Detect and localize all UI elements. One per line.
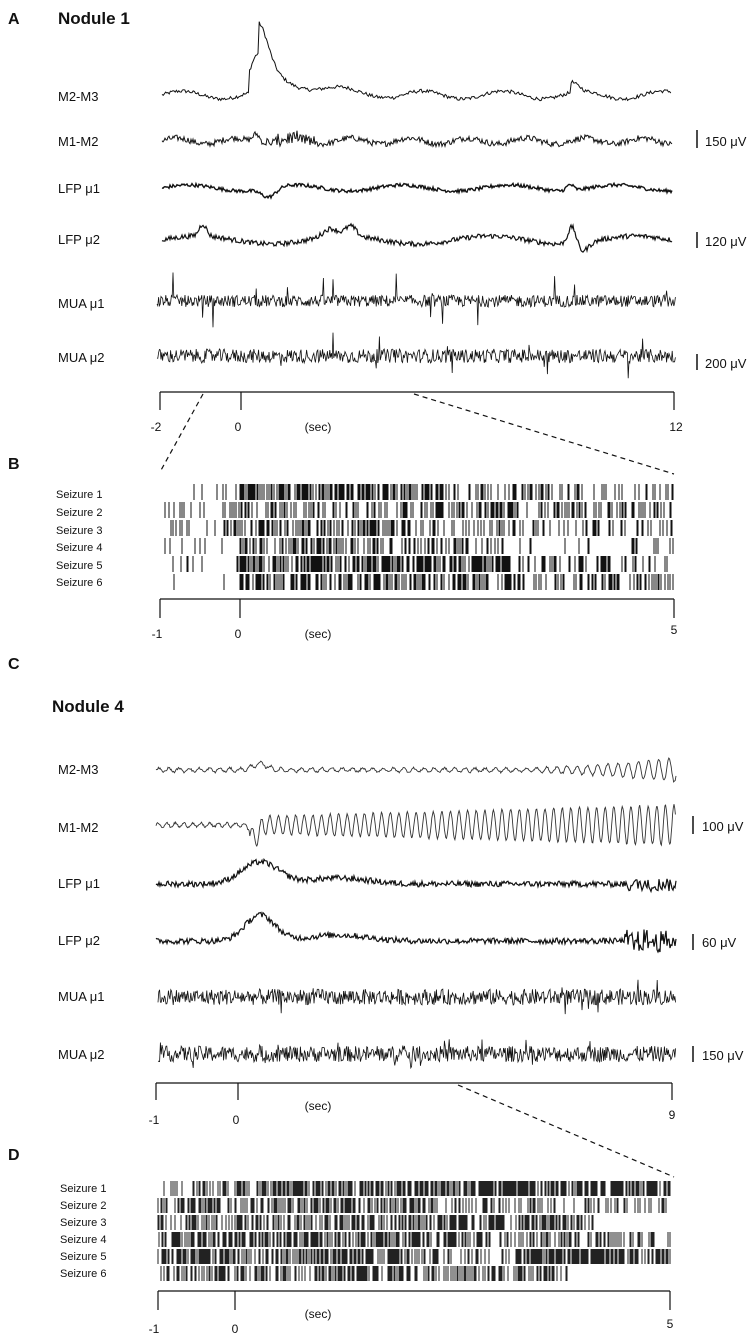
a-axis-unit: (sec) — [305, 420, 332, 434]
a-trace-label-1: M2-M3 — [58, 89, 98, 104]
d-seizure-label-2: Seizure 2 — [60, 1200, 106, 1212]
c-trace-label-2: M1-M2 — [58, 820, 98, 835]
a-time-axis: -2 0 12 (sec) — [151, 391, 683, 434]
c-trace-lfp-u2 — [155, 911, 677, 954]
b-tick-label-2: 0 — [235, 627, 242, 641]
d-raster-row-2 — [157, 1198, 667, 1213]
d-seizure-label-5: Seizure 5 — [60, 1251, 106, 1263]
a-trace-label-4: LFP μ2 — [58, 232, 100, 247]
d-axis-unit: (sec) — [305, 1307, 332, 1321]
d-raster-row-3 — [157, 1215, 594, 1230]
c-trace-label-1: M2-M3 — [58, 762, 98, 777]
a-trace-label-2: M1-M2 — [58, 134, 98, 149]
a-trace-mua-u1 — [156, 272, 676, 328]
a-scale-label-1: 150 μV — [705, 134, 747, 149]
a-trace-mua-u2 — [156, 332, 676, 379]
a-trace-lfp-u1 — [161, 181, 673, 200]
b-axis-unit: (sec) — [305, 627, 332, 641]
c-scale-label-3: 150 μV — [702, 1048, 744, 1063]
c-trace-mua-u1 — [157, 979, 676, 1015]
d-seizure-label-3: Seizure 3 — [60, 1217, 106, 1229]
b-seizure-label-5: Seizure 5 — [56, 560, 102, 572]
panel-a-title: Nodule 1 — [58, 9, 130, 28]
b-tick-label-1: -1 — [152, 627, 163, 641]
b-raster-row-1 — [193, 484, 674, 500]
panel-d: D Seizure 1 Seizure 2 Seizure 3 Seizure … — [8, 1147, 674, 1336]
a-tick-label-2: 0 — [235, 420, 242, 434]
d-raster-row-4 — [158, 1232, 671, 1247]
a-trace-label-5: MUA μ1 — [58, 296, 105, 311]
c-trace-label-3: LFP μ1 — [58, 876, 100, 891]
d-seizure-label-6: Seizure 6 — [60, 1268, 106, 1280]
c-trace-m2-m3 — [155, 757, 677, 783]
panel-letter-b: B — [8, 456, 20, 473]
d-seizure-label-4: Seizure 4 — [60, 1234, 106, 1246]
panel-letter-d: D — [8, 1147, 20, 1164]
panel-letter-a: A — [8, 11, 20, 28]
a-tick-label-1: -2 — [151, 420, 162, 434]
d-raster-row-5 — [157, 1249, 671, 1264]
b-raster-row-4 — [164, 538, 674, 554]
b-seizure-label-3: Seizure 3 — [56, 525, 102, 537]
c-scale-label-1: 100 μV — [702, 819, 744, 834]
a-trace-label-3: LFP μ1 — [58, 181, 100, 196]
d-time-axis: -1 0 5 (sec) — [149, 1290, 674, 1336]
a-zoom-line-right — [413, 393, 675, 475]
c-zoom-line-right — [457, 1084, 675, 1178]
c-trace-label-5: MUA μ1 — [58, 989, 105, 1004]
b-raster-row-5 — [172, 556, 668, 572]
d-tick-label-1: -1 — [149, 1322, 160, 1336]
a-trace-m2-m3 — [161, 21, 672, 102]
b-time-axis: -1 0 5 (sec) — [152, 598, 678, 641]
b-raster-row-2 — [164, 502, 672, 518]
b-raster-row-6 — [173, 574, 674, 590]
b-seizure-label-1: Seizure 1 — [56, 489, 102, 501]
d-raster-row-6 — [160, 1266, 568, 1281]
d-tick-label-3: 5 — [667, 1317, 674, 1331]
d-seizure-label-1: Seizure 1 — [60, 1183, 106, 1195]
c-trace-m1-m2 — [155, 804, 676, 847]
a-trace-lfp-u2 — [161, 222, 673, 254]
panel-c-title: Nodule 4 — [52, 697, 124, 716]
b-seizure-label-2: Seizure 2 — [56, 507, 102, 519]
c-tick-label-1: -1 — [149, 1113, 160, 1127]
panel-c: C Nodule 4 M2-M3 M1-M2 LFP μ1 LFP μ2 MUA… — [8, 656, 744, 1178]
panel-a: A Nodule 1 M2-M3 M1-M2 LFP μ1 LFP μ2 MUA… — [8, 9, 747, 475]
c-trace-label-6: MUA μ2 — [58, 1047, 105, 1062]
a-scale-label-3: 200 μV — [705, 356, 747, 371]
c-trace-label-4: LFP μ2 — [58, 933, 100, 948]
c-tick-label-3: 9 — [669, 1108, 676, 1122]
panel-b: B Seizure 1 Seizure 2 Seizure 3 Seizure … — [8, 456, 678, 641]
b-tick-label-3: 5 — [671, 623, 678, 637]
c-tick-label-2: 0 — [233, 1113, 240, 1127]
panel-letter-c: C — [8, 656, 20, 673]
a-tick-label-3: 12 — [669, 420, 683, 434]
c-trace-lfp-u1 — [155, 858, 677, 894]
c-axis-unit: (sec) — [305, 1099, 332, 1113]
d-tick-label-2: 0 — [232, 1322, 239, 1336]
a-trace-m1-m2 — [161, 130, 673, 149]
a-scale-label-2: 120 μV — [705, 234, 747, 249]
c-time-axis: -1 0 9 (sec) — [149, 1082, 676, 1127]
b-seizure-label-4: Seizure 4 — [56, 542, 102, 554]
b-raster-row-3 — [170, 520, 673, 536]
c-trace-mua-u2 — [157, 1039, 676, 1070]
c-scale-label-2: 60 μV — [702, 935, 737, 950]
a-zoom-line-left — [159, 393, 204, 473]
d-raster-row-1 — [163, 1181, 671, 1196]
b-seizure-label-6: Seizure 6 — [56, 577, 102, 589]
a-trace-label-6: MUA μ2 — [58, 350, 105, 365]
